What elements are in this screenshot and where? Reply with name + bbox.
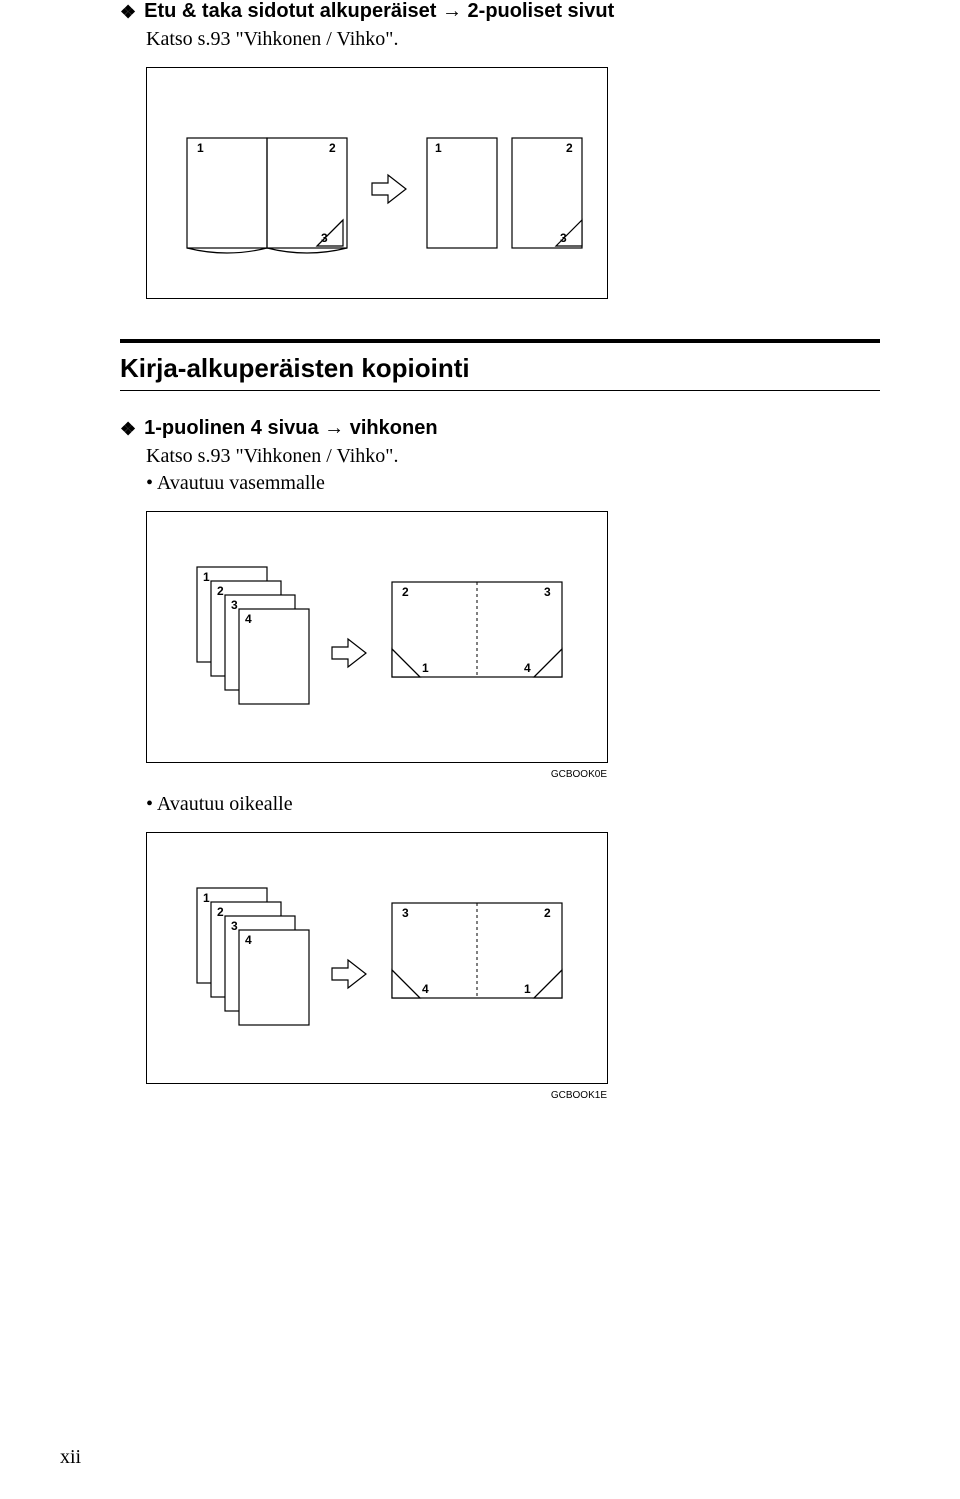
section-divider-bottom — [120, 390, 880, 391]
svg-text:2: 2 — [402, 585, 409, 599]
svg-text:4: 4 — [422, 982, 429, 996]
section-title: Kirja-alkuperäisten kopiointi — [120, 353, 880, 384]
svg-text:1: 1 — [524, 982, 531, 996]
diagram-open-right: 1 2 3 4 — [146, 832, 608, 1084]
svg-text:2: 2 — [217, 905, 224, 919]
diagram-caption: GCBOOK0E — [551, 769, 607, 780]
svg-text:1: 1 — [203, 891, 210, 905]
diamond-bullet-icon: ❖ — [120, 0, 136, 24]
svg-text:3: 3 — [231, 598, 238, 612]
svg-text:1: 1 — [435, 141, 442, 155]
svg-text:3: 3 — [231, 919, 238, 933]
heading-etu-taka: ❖ Etu & taka sidotut alkuperäiset → 2-pu… — [120, 0, 880, 24]
svg-text:3: 3 — [402, 906, 409, 920]
svg-text:1: 1 — [203, 570, 210, 584]
svg-text:4: 4 — [245, 933, 252, 947]
svg-text:2: 2 — [217, 584, 224, 598]
svg-text:4: 4 — [245, 612, 252, 626]
ref-line-2: Katso s.93 "Vihkonen / Vihko". — [146, 445, 880, 468]
svg-text:2: 2 — [329, 141, 336, 155]
svg-text:4: 4 — [524, 661, 531, 675]
svg-text:2: 2 — [566, 141, 573, 155]
svg-text:3: 3 — [560, 231, 567, 245]
sub-oikealle: Avautuu oikealle — [146, 793, 880, 816]
section-kirja: ❖ 1-puolinen 4 sivua → vihkonen Katso s.… — [120, 417, 880, 1084]
heading-text: 1-puolinen 4 sivua → vihkonen — [144, 417, 437, 440]
svg-text:3: 3 — [321, 231, 328, 245]
section-divider-top — [120, 339, 880, 343]
section-etu-taka: ❖ Etu & taka sidotut alkuperäiset → 2-pu… — [120, 0, 880, 299]
ref-line-1: Katso s.93 "Vihkonen / Vihko". — [146, 28, 880, 51]
svg-text:1: 1 — [197, 141, 204, 155]
sub-vasemmalle: Avautuu vasemmalle — [146, 472, 880, 495]
svg-text:3: 3 — [544, 585, 551, 599]
page: ❖ Etu & taka sidotut alkuperäiset → 2-pu… — [0, 0, 960, 1499]
svg-text:1: 1 — [422, 661, 429, 675]
page-number: xii — [60, 1446, 81, 1469]
heading-text: Etu & taka sidotut alkuperäiset → 2-puol… — [144, 0, 614, 23]
diagram-open-left: 1 2 3 4 — [146, 511, 608, 763]
diamond-bullet-icon: ❖ — [120, 417, 136, 441]
diagram-caption: GCBOOK1E — [551, 1090, 607, 1101]
heading-1puolinen: ❖ 1-puolinen 4 sivua → vihkonen — [120, 417, 880, 441]
svg-text:2: 2 — [544, 906, 551, 920]
diagram-book-to-2sided: 1 2 3 1 2 3 — [146, 67, 608, 299]
